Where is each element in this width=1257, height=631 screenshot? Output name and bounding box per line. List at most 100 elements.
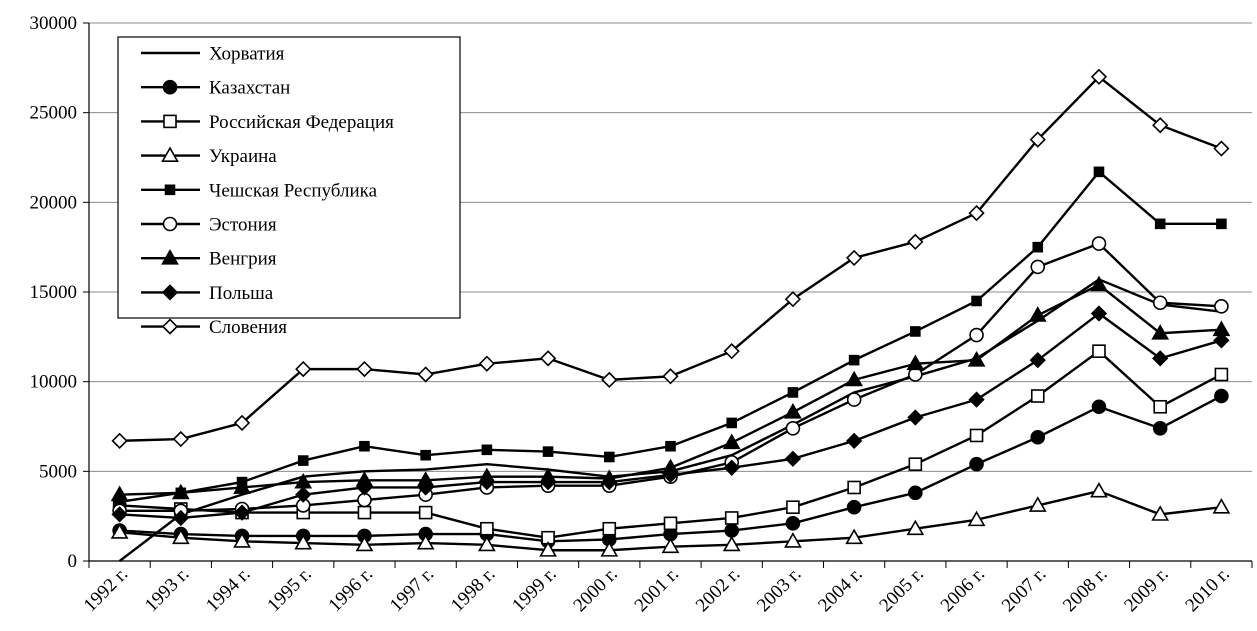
data-point [1029,352,1046,369]
data-point [356,360,373,378]
data-point [906,354,925,371]
data-point [481,444,493,456]
legend-marker [161,318,179,335]
data-point [910,326,921,337]
y-tick-label: 5000 [39,461,77,482]
x-tick-label: 1993 г. [141,564,193,616]
data-point [601,371,618,389]
data-point [172,509,189,527]
legend-item: Эстония [141,215,277,236]
legend-label: Казахстан [209,78,290,99]
data-point [356,479,373,496]
x-tick-label: 2008 г. [1059,564,1111,616]
data-point [233,414,251,432]
data-point [967,510,986,527]
data-point [846,249,863,267]
x-tick-label: 1994 г. [202,564,254,616]
data-point [600,541,619,557]
data-point [661,537,680,554]
data-point [908,485,923,501]
data-point [662,466,679,484]
data-point [722,535,741,552]
data-point [1152,350,1169,367]
series-8 [111,305,1230,527]
legend-marker [161,249,179,265]
legend-item: Словения [141,317,287,338]
data-point [355,535,374,552]
data-point [416,533,435,550]
data-point [1093,166,1105,178]
data-point [784,403,802,419]
data-point [846,499,862,515]
data-point [478,355,495,372]
legend-item: Российская Федерация [141,112,394,133]
data-point [787,387,799,398]
data-point [602,521,617,536]
y-tick-label: 10000 [30,372,78,393]
x-axis-ticks: 1992 г. 1993 г. 1994 г. 1995 г. 1996 г. 1997 … [80,561,1253,616]
data-point [1090,305,1108,322]
data-point [233,478,251,494]
data-point [969,327,984,343]
data-point [1092,344,1106,358]
data-point [848,354,860,366]
data-point [1091,399,1107,415]
data-point [294,533,313,550]
x-tick-label: 1997 г. [386,564,438,616]
legend-label: Эстония [209,215,277,236]
data-point [1028,496,1047,512]
data-point [969,428,984,443]
legend-label: Венгрия [209,249,277,270]
data-point [784,532,802,548]
x-tick-label: 2005 г. [875,564,927,616]
data-point [417,366,434,383]
data-point [786,500,800,515]
data-point [1151,324,1170,340]
series-5 [114,166,1227,508]
data-point [1154,218,1166,230]
legend-marker [162,216,178,232]
legend-marker [161,146,179,163]
series-line [119,312,1222,520]
data-point [1032,241,1044,253]
x-tick-label: 1996 г. [325,564,377,616]
series-9 [111,68,1230,449]
data-point [724,523,740,538]
x-tick-label: 2001 г. [631,564,683,616]
data-point [420,449,431,461]
data-point [967,351,986,367]
legend-marker [162,79,178,95]
data-point [171,483,190,500]
data-point [357,505,372,520]
data-point [233,504,251,521]
data-point [1029,131,1046,148]
x-tick-label: 1999 г. [508,564,560,616]
data-point [233,532,251,548]
data-point [603,451,615,463]
data-point [1091,236,1107,251]
data-point [908,457,923,471]
data-point [1090,481,1108,498]
data-point [1151,505,1170,521]
data-point [1028,306,1047,322]
data-point [906,519,925,536]
data-point [171,528,190,545]
data-point [1213,140,1230,157]
x-tick-label: 2009 г. [1120,564,1172,616]
data-point [1213,332,1230,349]
data-point [968,204,985,222]
data-point [1030,389,1045,403]
series-4 [110,481,1231,557]
x-tick-label: 2006 г. [937,564,989,616]
data-point [359,440,370,452]
data-point [111,506,128,523]
data-point [1214,367,1229,382]
x-tick-label: 2003 г. [753,564,805,616]
data-point [110,485,129,502]
data-point [662,368,679,385]
data-point [478,473,495,491]
x-tick-label: 2000 г. [569,564,621,616]
legend-item: Венгрия [141,249,277,270]
data-point [907,409,924,426]
